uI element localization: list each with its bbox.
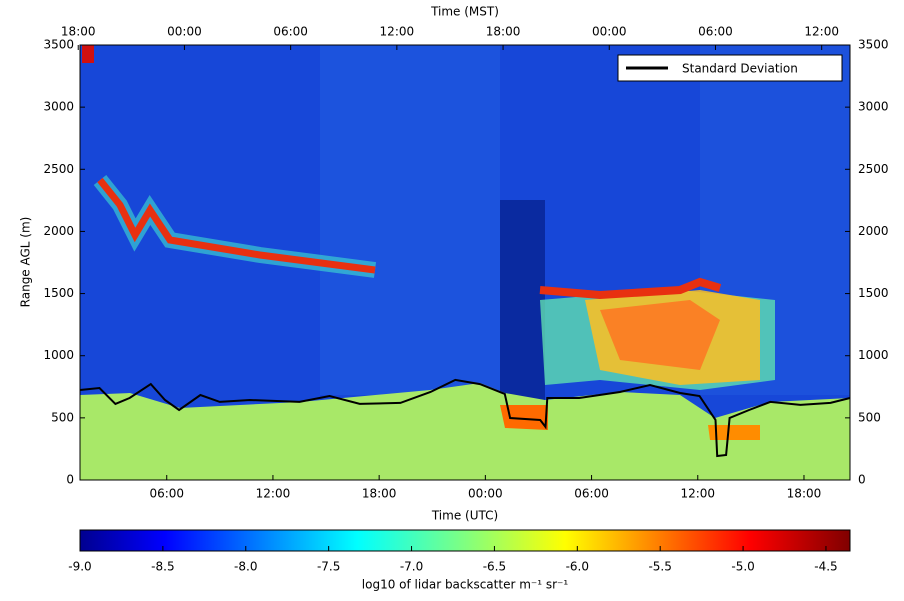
y-tick-label-right: 1000 [858, 348, 889, 362]
y-tick-label-right: 3000 [858, 100, 889, 114]
x-tick-label: 12:00 [256, 487, 291, 501]
top-axis-title: Time (MST) [430, 5, 499, 19]
x-tick-label: 00:00 [468, 487, 503, 501]
x2-tick-label: 00:00 [592, 25, 627, 39]
x-axis-title: Time (UTC) [431, 509, 498, 523]
x-tick-label: 06:00 [149, 487, 184, 501]
y-tick-label: 3500 [43, 38, 74, 52]
colorbar-tick-label: -5.0 [731, 560, 754, 574]
x-tick-label: 06:00 [574, 487, 609, 501]
x2-tick-label: 00:00 [167, 25, 202, 39]
legend: Standard Deviation [617, 54, 843, 82]
colorbar-tick-label: -7.5 [317, 560, 340, 574]
y-tick-label: 3000 [43, 100, 74, 114]
x2-tick-label: 12:00 [804, 25, 839, 39]
x2-tick-label: 06:00 [698, 25, 733, 39]
colorbar-tick-label: -8.0 [234, 560, 257, 574]
std-dev-line [79, 378, 851, 458]
y-tick-label-right: 2000 [858, 224, 889, 238]
y-tick-label: 2000 [43, 224, 74, 238]
y-tick-label-right: 2500 [858, 162, 889, 176]
y-tick-label-right: 500 [858, 410, 881, 424]
y-tick-label: 0 [66, 473, 74, 487]
x2-tick-label: 18:00 [486, 25, 521, 39]
y-axis-title: Range AGL (m) [19, 217, 33, 308]
colorbar-tick-label: -5.5 [648, 560, 671, 574]
y-tick-label-right: 1500 [858, 286, 889, 300]
colorbar-tick-label: -6.0 [566, 560, 589, 574]
colorbar [79, 529, 851, 552]
x-tick-label: 18:00 [362, 487, 397, 501]
x-tick-label: 12:00 [680, 487, 715, 501]
y-tick-label: 1000 [43, 348, 74, 362]
backscatter-field [80, 45, 850, 480]
y-tick-label-right: 3500 [858, 38, 889, 52]
colorbar-tick-label: -9.0 [68, 560, 91, 574]
x2-tick-label: 18:00 [61, 25, 96, 39]
legend-label: Standard Deviation [682, 62, 798, 76]
y-tick-label-right: 0 [858, 473, 866, 487]
y-tick-label: 500 [51, 410, 74, 424]
colorbar-label: log10 of lidar backscatter m⁻¹ sr⁻¹ [362, 578, 569, 592]
colorbar-tick-label: -7.0 [400, 560, 423, 574]
y-tick-label: 2500 [43, 162, 74, 176]
colorbar-tick-label: -6.5 [483, 560, 506, 574]
x2-tick-label: 06:00 [273, 25, 308, 39]
colorbar-tick-label: -4.5 [814, 560, 837, 574]
x2-tick-label: 12:00 [380, 25, 415, 39]
plot-frame [79, 44, 851, 481]
y-tick-label: 1500 [43, 286, 74, 300]
colorbar-tick-label: -8.5 [151, 560, 174, 574]
x-tick-label: 18:00 [787, 487, 822, 501]
